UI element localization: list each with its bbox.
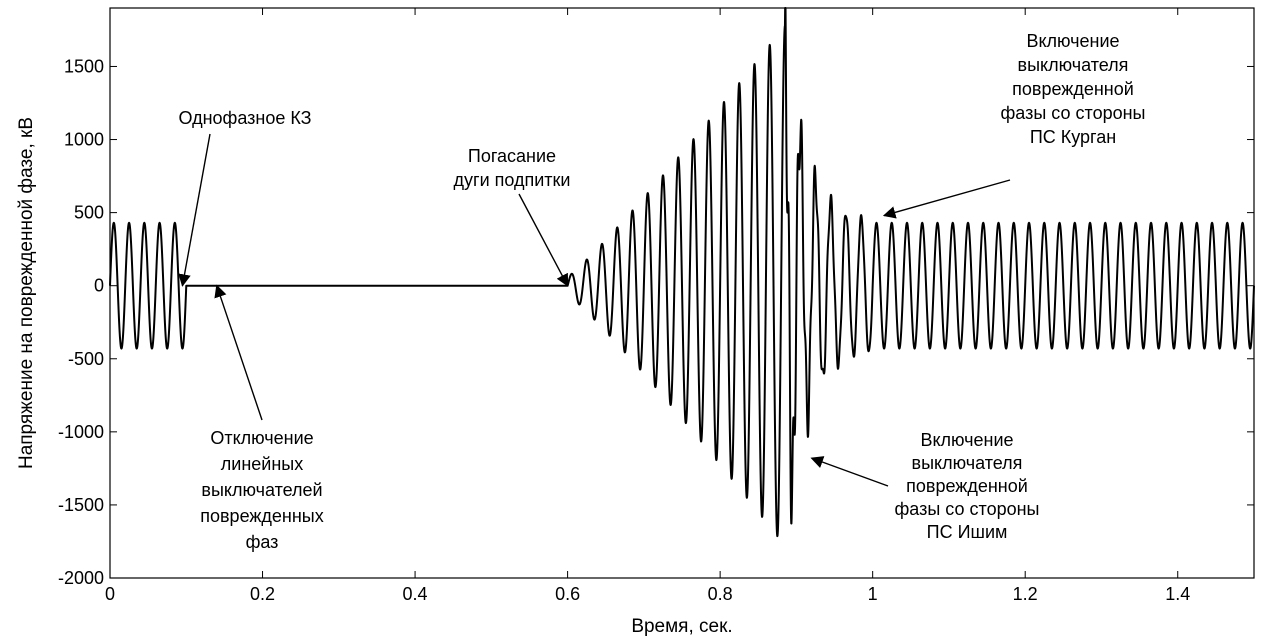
y-tick-label: 500 bbox=[74, 203, 104, 223]
annotation-2: Отключение линейных выключателей поврежденн… bbox=[200, 284, 324, 552]
annotation-text: линейных bbox=[221, 454, 303, 474]
annotation-text: выключателей bbox=[201, 480, 322, 500]
y-tick-label: -2000 bbox=[58, 568, 104, 588]
annotation-text: дуги подпитки bbox=[454, 170, 571, 190]
annotation-text: Включение bbox=[920, 430, 1013, 450]
x-tick-label: 1 bbox=[868, 584, 878, 604]
annotation-text: ПС Курган bbox=[1030, 127, 1116, 147]
y-axis: 1500 1000 500 0 -500 -1000 -1500 -2000 bbox=[58, 56, 1254, 588]
annotation-arrow bbox=[178, 133, 211, 287]
x-tick-label: 0.2 bbox=[250, 584, 275, 604]
x-tick-label: 0.6 bbox=[555, 584, 580, 604]
annotation-text: поврежденных bbox=[200, 506, 324, 526]
x-tick-label: 1.2 bbox=[1013, 584, 1038, 604]
y-tick-label: -1000 bbox=[58, 422, 104, 442]
annotation-text: фаз bbox=[246, 532, 279, 552]
annotation-arrow bbox=[810, 456, 889, 487]
annotation-text: Отключение bbox=[210, 428, 313, 448]
annotation-text: выключателя bbox=[912, 453, 1023, 473]
annotation-arrow bbox=[214, 284, 263, 421]
annotation-3: Погасание дуги подпитки bbox=[454, 146, 571, 287]
x-axis-label: Время, сек. bbox=[631, 616, 732, 637]
annotation-text: Включение bbox=[1026, 31, 1119, 51]
y-tick-label: 1500 bbox=[64, 56, 104, 76]
annotation-text: поврежденной bbox=[1012, 79, 1134, 99]
annotation-text: Однофазное КЗ bbox=[178, 108, 311, 128]
annotation-arrow bbox=[882, 179, 1011, 219]
annotation-5: Включение выключателя поврежденной фазы со … bbox=[810, 430, 1040, 542]
y-tick-label: 0 bbox=[94, 276, 104, 296]
annotation-text: ПС Ишим bbox=[927, 522, 1008, 542]
annotation-text: поврежденной bbox=[906, 476, 1028, 496]
series-layer bbox=[109, 7, 1255, 538]
x-axis: 0 0.2 0.4 0.6 0.8 1 1.2 1.4 bbox=[105, 8, 1190, 604]
annotation-4: Включение выключателя поврежденной фазы со … bbox=[882, 31, 1146, 219]
y-tick-label: -500 bbox=[68, 349, 104, 369]
x-tick-label: 1.4 bbox=[1165, 584, 1190, 604]
y-tick-label: 1000 bbox=[64, 130, 104, 150]
annotation-1: Однофазное КЗ bbox=[178, 108, 312, 287]
y-tick-label: -1500 bbox=[58, 495, 104, 515]
annotation-arrow bbox=[518, 193, 569, 287]
x-tick-label: 0.8 bbox=[708, 584, 733, 604]
annotation-text: фазы со стороны bbox=[1001, 103, 1146, 123]
series-line-voltage bbox=[109, 7, 1255, 538]
annotation-text: выключателя bbox=[1018, 55, 1129, 75]
annotation-text: фазы со стороны bbox=[895, 499, 1040, 519]
annotations: Однофазное КЗ Отключение линейных выключате… bbox=[178, 31, 1145, 552]
x-tick-label: 0 bbox=[105, 584, 115, 604]
annotation-text: Погасание bbox=[468, 146, 556, 166]
y-axis-label: Напряжение на поврежденной фазе, кВ bbox=[16, 117, 37, 469]
x-tick-label: 0.4 bbox=[403, 584, 428, 604]
